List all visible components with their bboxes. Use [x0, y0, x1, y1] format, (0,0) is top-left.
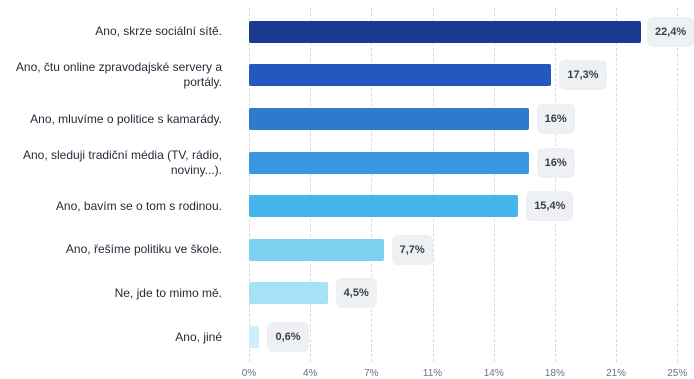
category-label: Ano, bavím se o tom s rodinou. [55, 198, 222, 213]
x-tick-label: 14% [483, 368, 504, 379]
x-gridline [554, 8, 556, 362]
bar [249, 195, 519, 218]
x-tick-label: 0% [241, 368, 257, 379]
category-label: Ne, jde to mimo mě. [114, 285, 222, 300]
category-label: Ano, skrze sociální sítě. [95, 24, 222, 39]
x-tick-label: 7% [364, 368, 379, 379]
x-tick-label: 4% [302, 368, 318, 379]
bar [249, 151, 529, 174]
x-gridline [616, 8, 618, 362]
bar [249, 238, 384, 261]
category-label: Ano, sleduji tradiční média (TV, rádio, … [23, 147, 222, 177]
bar [249, 108, 529, 130]
data-label: 4,5% [335, 278, 377, 309]
data-label: 15,4% [526, 191, 574, 222]
data-label: 22,4% [647, 16, 694, 47]
x-gridline [493, 8, 495, 362]
bar [249, 326, 260, 348]
category-label: Ano, mluvíme o politice s kamarády. [30, 111, 222, 126]
bar [249, 282, 328, 305]
x-gridline [371, 8, 373, 362]
x-gridline [677, 8, 679, 362]
x-tick-label: 11% [422, 368, 443, 379]
x-gridline [310, 8, 312, 362]
data-label: 7,7% [391, 234, 433, 265]
x-tick-label: 25% [667, 368, 688, 379]
data-label: 0,6% [267, 322, 309, 352]
category-label: Ano, řešíme politiku ve škole. [65, 242, 222, 257]
x-tick-label: 18% [544, 368, 565, 379]
x-gridline [432, 8, 434, 362]
category-label: Ano, čtu online zpravodajské servery a p… [15, 60, 222, 90]
bar [249, 20, 641, 43]
category-label: Ano, jiné [175, 329, 222, 344]
data-label: 16% [536, 104, 575, 134]
bar [249, 64, 552, 87]
data-label: 17,3% [559, 60, 607, 91]
x-gridline [249, 8, 250, 362]
x-tick-label: 21% [606, 368, 627, 379]
data-label: 16% [536, 147, 575, 178]
